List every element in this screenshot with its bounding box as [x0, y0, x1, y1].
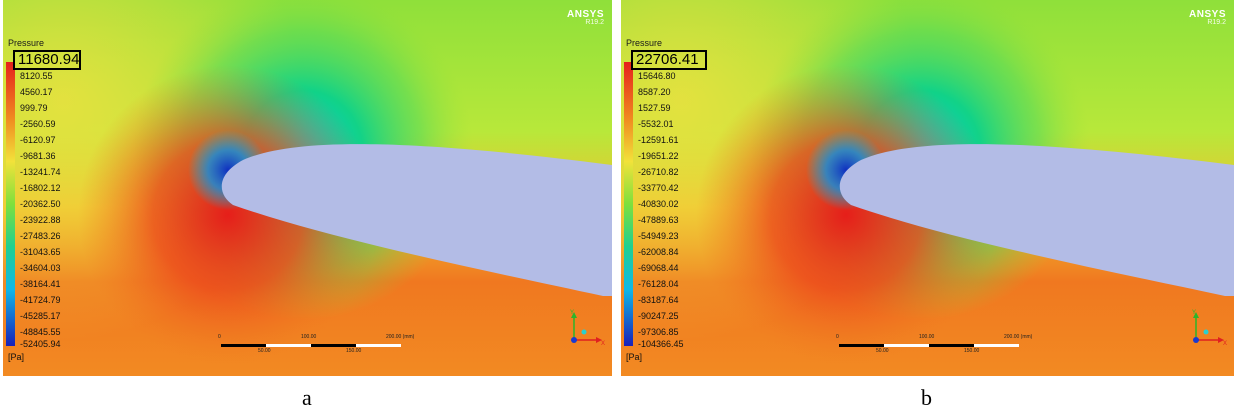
legend-value: -47889.63 [638, 215, 679, 225]
legend-value: -31043.65 [20, 247, 61, 257]
ansys-logo: ANSYS R19.2 [567, 9, 604, 26]
legend-max-value: 11680.94 [13, 50, 81, 70]
legend-max-value: 22706.41 [631, 50, 707, 70]
legend-value: 4560.17 [20, 87, 53, 97]
ansys-logo: ANSYS R19.2 [1189, 9, 1226, 26]
legend-value: -62008.84 [638, 247, 679, 257]
legend-value: -38164.41 [20, 279, 61, 289]
svg-text:Y: Y [1192, 310, 1196, 316]
legend-value: 8587.20 [638, 87, 671, 97]
scale-label: 0 [218, 334, 221, 340]
contour-panel-a: ANSYS R19.2 Pressure 11680.94 8120.55 45… [3, 0, 612, 376]
legend-value: -104366.45 [638, 339, 684, 349]
brand-label: ANSYS [567, 9, 604, 20]
version-label: R19.2 [585, 19, 604, 26]
legend-value: -19651.22 [638, 151, 679, 161]
pressure-contour-field [621, 0, 1234, 376]
legend-value: -23922.88 [20, 215, 61, 225]
axis-triad-icon: Y X [570, 310, 605, 347]
caption-a: a [302, 385, 312, 410]
legend-value: 1527.59 [638, 103, 671, 113]
legend-value: 999.79 [20, 103, 48, 113]
legend-value: -48845.55 [20, 327, 61, 337]
legend-value: -45285.17 [20, 311, 61, 321]
legend-value: -2560.59 [20, 119, 56, 129]
legend-value: -52405.94 [20, 339, 61, 349]
legend-unit: [Pa] [626, 352, 643, 362]
scale-label: 100.00 [301, 334, 317, 340]
legend-value: -97306.85 [638, 327, 679, 337]
legend-value: -27483.26 [20, 231, 61, 241]
legend-value: -9681.36 [20, 151, 56, 161]
legend-value: -90247.25 [638, 311, 679, 321]
airfoil-shape [221, 144, 612, 296]
legend-value: -6120.97 [20, 135, 56, 145]
legend-value: -13241.74 [20, 167, 61, 177]
legend-value: -33770.42 [638, 183, 679, 193]
svg-text:X: X [601, 341, 605, 347]
airfoil-shape [839, 144, 1234, 296]
legend-unit: [Pa] [8, 352, 25, 362]
contour-panel-b: ANSYS R19.2 Pressure 22706.41 15646.80 8… [621, 0, 1234, 376]
version-label: R19.2 [1207, 19, 1226, 26]
scale-label: 200.00 (mm) [386, 334, 415, 340]
scale-label: 0 [836, 334, 839, 340]
legend-value: -26710.82 [638, 167, 679, 177]
color-legend-bar [624, 62, 633, 346]
legend-value: -54949.23 [638, 231, 679, 241]
scale-label: 150.00 [964, 348, 980, 354]
brand-label: ANSYS [1189, 9, 1226, 20]
svg-text:X: X [1223, 341, 1227, 347]
scale-label: 200.00 (mm) [1004, 334, 1033, 340]
legend-value: -83187.64 [638, 295, 679, 305]
legend-title: Pressure [626, 38, 663, 48]
legend-value: -12591.61 [638, 135, 679, 145]
legend-value: -34604.03 [20, 263, 61, 273]
scale-label: 50.00 [258, 348, 271, 354]
scale-label: 100.00 [919, 334, 935, 340]
legend-value: 8120.55 [20, 71, 53, 81]
scale-label: 50.00 [876, 348, 889, 354]
legend-value: -41724.79 [20, 295, 61, 305]
legend-value: 15646.80 [638, 71, 676, 81]
legend-value: -69068.44 [638, 263, 679, 273]
svg-text:Y: Y [570, 310, 574, 316]
legend-value: -76128.04 [638, 279, 679, 289]
legend-value: -16802.12 [20, 183, 61, 193]
pressure-contour-field [3, 0, 612, 376]
legend-value: -5532.01 [638, 119, 674, 129]
legend-title: Pressure [8, 38, 45, 48]
legend-value: -20362.50 [20, 199, 61, 209]
scale-bar: 0 100.00 200.00 (mm) 50.00 150.00 [216, 334, 416, 358]
axis-triad-icon: Y X [1192, 310, 1227, 347]
legend-value: -40830.02 [638, 199, 679, 209]
caption-b: b [921, 385, 932, 410]
scale-bar: 0 100.00 200.00 (mm) 50.00 150.00 [834, 334, 1034, 358]
color-legend-bar [6, 62, 15, 346]
scale-label: 150.00 [346, 348, 362, 354]
